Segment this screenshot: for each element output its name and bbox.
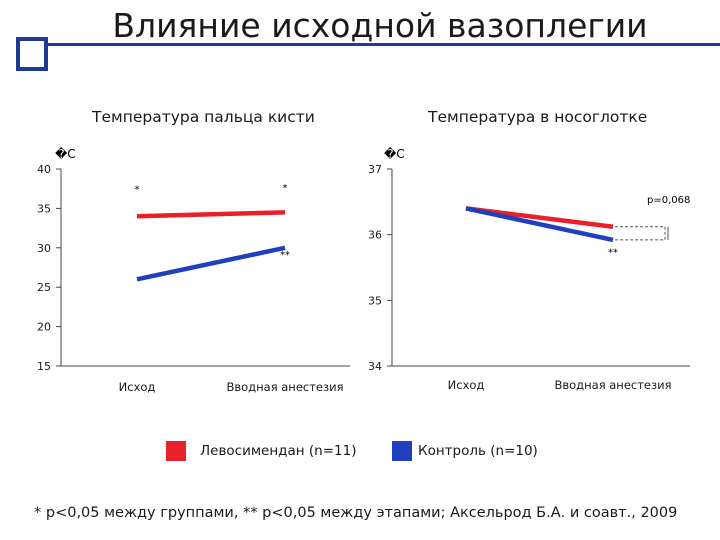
y-tick-label: 37 bbox=[368, 163, 382, 176]
y-tick-label: 35 bbox=[368, 294, 382, 307]
y-tick-label: 36 bbox=[368, 229, 382, 242]
legend-label-control: Контроль (n=10) bbox=[418, 443, 538, 459]
right-chart-title: Температура в носоглотке bbox=[428, 108, 648, 126]
y-tick-label: 34 bbox=[368, 360, 382, 373]
series-line-levosimendan bbox=[136, 210, 286, 219]
y-tick-label: 35 bbox=[37, 202, 51, 215]
x-category-label: Вводная анестезия bbox=[554, 378, 671, 392]
x-category-label: Исход bbox=[448, 378, 485, 392]
significance-marker: ** bbox=[280, 250, 290, 261]
y-unit-label: �C bbox=[55, 147, 76, 161]
left-chart-title: Температура пальца кисти bbox=[92, 108, 315, 126]
x-category-label: Вводная анестезия bbox=[226, 380, 343, 394]
significance-bracket bbox=[615, 226, 666, 241]
y-tick-label: 25 bbox=[37, 281, 51, 294]
significance-marker: * bbox=[135, 185, 140, 196]
footnote: * p<0,05 между группами, ** p<0,05 между… bbox=[34, 505, 678, 521]
legend-swatch-control bbox=[392, 441, 412, 461]
y-tick-label: 20 bbox=[37, 321, 51, 334]
decorative-line bbox=[46, 43, 720, 46]
legend-swatch-levosimendan bbox=[166, 441, 186, 461]
p-value-annotation: p=0,068 bbox=[647, 195, 690, 206]
x-category-label: Исход bbox=[119, 380, 156, 394]
y-tick-label: 30 bbox=[37, 242, 51, 255]
legend-label-levosimendan: Левосимендан (n=11) bbox=[200, 443, 357, 459]
series-line-control bbox=[136, 245, 286, 282]
significance-marker: ** bbox=[608, 248, 618, 259]
y-tick-label: 15 bbox=[37, 360, 51, 373]
slide-title: Влияние исходной вазоплегии bbox=[112, 6, 648, 45]
decorative-square-icon bbox=[16, 37, 48, 71]
y-unit-label: �C bbox=[384, 147, 405, 161]
significance-marker: * bbox=[283, 183, 288, 194]
series-line-control bbox=[465, 206, 614, 243]
y-tick-label: 40 bbox=[37, 163, 51, 176]
